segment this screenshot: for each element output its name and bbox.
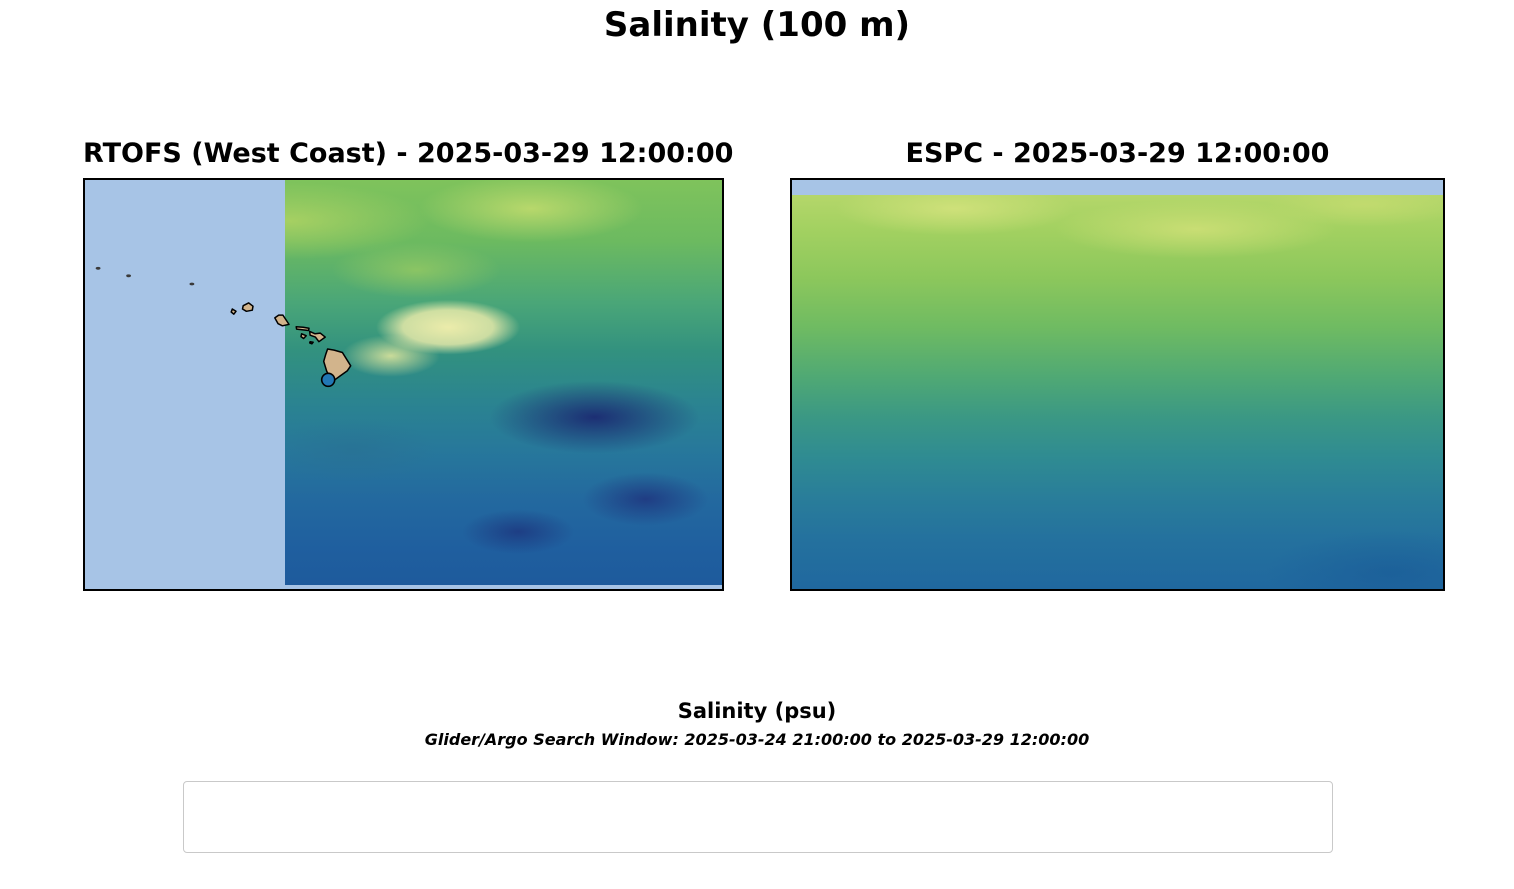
rtofs-map-overlay — [95, 266, 352, 388]
figure-title: Salinity (100 m) — [603, 5, 911, 45]
legend — [183, 781, 1333, 853]
panel-title-rtofs: RTOFS (West Coast) - 2025-03-29 12:00:00 — [83, 138, 734, 169]
island-kauai — [241, 302, 254, 313]
islet-speck — [95, 266, 101, 270]
no-data-region-west — [85, 180, 285, 589]
island-oahu — [274, 314, 290, 327]
island-big-island — [322, 348, 352, 382]
no-data-region-north — [792, 180, 1443, 195]
colorbar-axis-label: Salinity (psu) — [677, 699, 837, 723]
map-marker-1902685 — [320, 372, 336, 388]
espc-salinity-field — [792, 180, 1443, 589]
search-window-note: Glider/Argo Search Window: 2025-03-24 21… — [424, 730, 1090, 749]
islet-speck — [126, 274, 131, 278]
island-kahoolawe — [308, 340, 314, 345]
espc-map-overlay — [792, 180, 1092, 330]
island-lanai — [300, 333, 307, 340]
no-data-region-south — [85, 585, 722, 589]
colorbar-tick-labels — [0, 672, 1514, 698]
island-niihau — [230, 308, 237, 315]
map-panel-rtofs — [83, 178, 724, 591]
colorbar — [105, 641, 1405, 675]
map-panel-espc — [790, 178, 1445, 591]
island-molokai — [295, 326, 310, 332]
islet-speck — [189, 282, 195, 286]
panel-title-espc: ESPC - 2025-03-29 12:00:00 — [905, 138, 1330, 169]
island-maui — [308, 330, 326, 343]
rtofs-salinity-field — [85, 180, 722, 589]
